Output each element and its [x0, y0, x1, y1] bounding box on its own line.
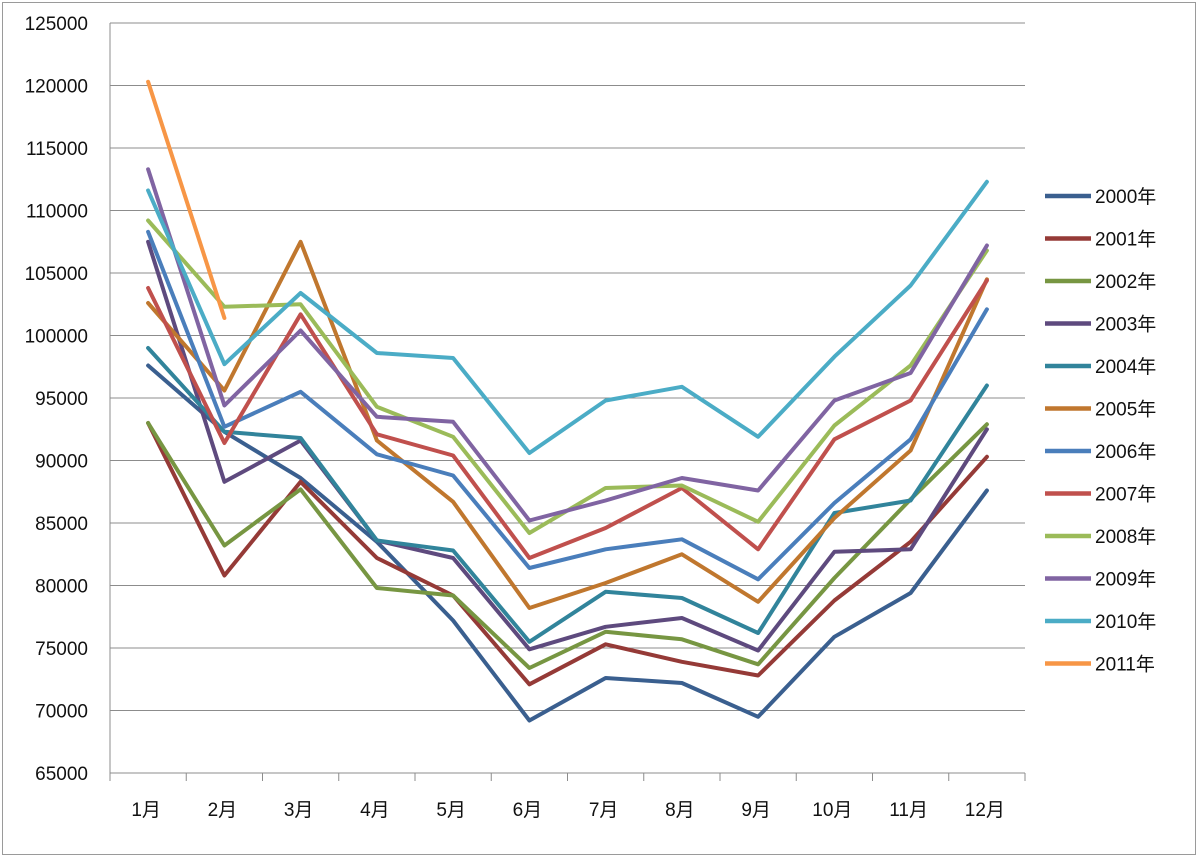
legend-item: 2006年: [1045, 441, 1156, 463]
series-line-2000年: [146, 363, 989, 723]
legend-item: 2002年: [1045, 271, 1156, 293]
series-line-2003年: [146, 239, 989, 653]
legend-item: 2009年: [1045, 569, 1156, 591]
series-line-2009年: [146, 167, 989, 523]
x-tick-label: 6月: [513, 800, 543, 821]
x-tick-label: 7月: [589, 800, 619, 821]
y-tick-label: 65000: [35, 764, 88, 785]
series-line-2007年: [146, 278, 989, 560]
legend-item: 2005年: [1045, 399, 1156, 421]
x-tick-label: 12月: [965, 800, 1005, 821]
y-tick-label: 80000: [35, 577, 88, 598]
series-line-2002年: [146, 421, 989, 670]
y-tick-label: 85000: [35, 514, 88, 535]
y-tick-label: 70000: [35, 702, 88, 723]
x-tick-label: 9月: [741, 800, 771, 821]
x-tick-label: 8月: [665, 800, 695, 821]
series-line-2011年: [146, 79, 227, 320]
legend-label: 2009年: [1095, 569, 1156, 591]
legend-item: 2010年: [1045, 611, 1156, 633]
y-tick-label: 110000: [26, 202, 88, 223]
y-tick-label: 95000: [35, 389, 88, 410]
legend-label: 2001年: [1095, 229, 1156, 251]
legend-label: 2002年: [1095, 271, 1156, 293]
x-tick-label: 10月: [812, 800, 852, 821]
x-tick-labels: 1月 2月 3月 4月 5月 6月 7月 8月 9月 10月 11月 12月: [131, 800, 1005, 821]
y-tick-label: 90000: [35, 452, 88, 473]
y-tick-label: 125000: [25, 14, 88, 35]
y-tick-label: 75000: [35, 639, 88, 660]
series-line-2008年: [146, 218, 989, 535]
series-lines: [146, 79, 989, 723]
y-tick-label: 120000: [25, 77, 88, 98]
x-tick-label: 3月: [284, 800, 314, 821]
x-tick-label: 4月: [360, 800, 390, 821]
legend-label: 2000年: [1095, 186, 1156, 208]
legend-label: 2003年: [1095, 314, 1156, 336]
series-line-2005年: [146, 239, 989, 610]
x-tick-label: 2月: [208, 800, 238, 821]
legend-label: 2011年: [1095, 654, 1155, 676]
legend-label: 2006年: [1095, 441, 1156, 463]
x-tick-label: 1月: [131, 800, 161, 821]
legend-label: 2005年: [1095, 399, 1156, 421]
legend-item: 2000年: [1045, 186, 1156, 208]
y-tick-label: 100000: [25, 327, 88, 348]
x-tick-label: 11月: [889, 800, 928, 821]
legend: 2000年 2001年 2002年 2003年 2004年 2005年 2006年 2007年…: [1045, 186, 1156, 676]
legend-label: 2008年: [1095, 526, 1156, 548]
legend-label: 2007年: [1095, 484, 1156, 506]
legend-label: 2010年: [1095, 611, 1156, 633]
legend-item: 2001年: [1045, 229, 1156, 251]
x-tick-label: 5月: [436, 800, 466, 821]
legend-item: 2008年: [1045, 526, 1156, 548]
series-line-2010年: [146, 179, 989, 455]
series-line-2004年: [146, 346, 989, 644]
legend-item: 2003年: [1045, 314, 1156, 336]
axes: [109, 23, 1026, 781]
legend-item: 2007年: [1045, 484, 1156, 506]
y-tick-labels: 65000 70000 75000 80000 85000 90000 95000 10000…: [25, 14, 88, 785]
y-tick-label: 105000: [25, 264, 88, 285]
series-line-2006年: [146, 229, 989, 582]
legend-item: 2011年: [1045, 654, 1155, 676]
legend-item: 2004年: [1045, 356, 1156, 378]
y-tick-label: 115000: [26, 139, 88, 160]
legend-label: 2004年: [1095, 356, 1156, 378]
